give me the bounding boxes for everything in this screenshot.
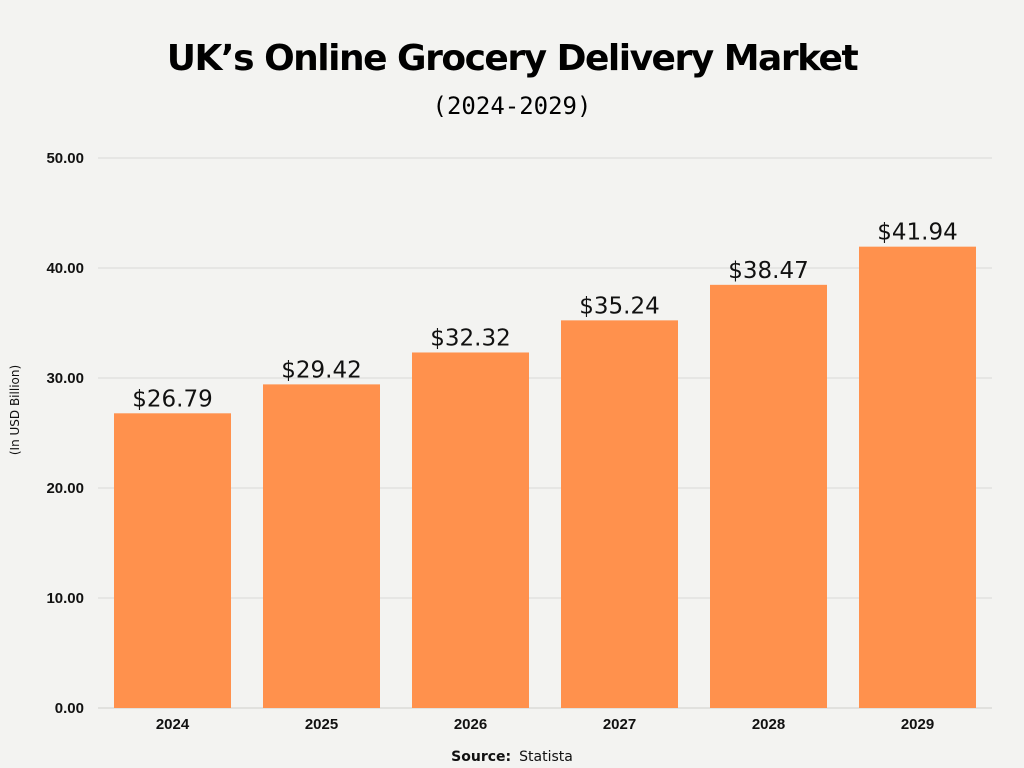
- value-label: $35.24: [579, 293, 659, 319]
- x-axis-ticks: 2024 2025 2026 2027 2028 2029: [156, 716, 934, 733]
- source-note: Source: Statista: [451, 748, 573, 765]
- bar-2028: [710, 284, 827, 708]
- x-tick-label: 2029: [901, 716, 934, 733]
- value-label: $26.79: [132, 386, 212, 412]
- y-tick-label: 40.00: [46, 260, 84, 277]
- y-tick-label: 10.00: [46, 590, 84, 607]
- x-tick-label: 2025: [305, 716, 338, 733]
- y-tick-label: 50.00: [46, 150, 84, 167]
- source-text: Statista: [519, 749, 573, 765]
- chart-title: UK’s Online Grocery Delivery Market: [167, 38, 859, 79]
- gridlines: [98, 157, 992, 709]
- bar-2025: [263, 384, 380, 708]
- x-tick-label: 2027: [603, 716, 636, 733]
- y-tick-label: 0.00: [55, 700, 84, 717]
- value-label: $29.42: [281, 357, 361, 383]
- value-label: $32.32: [430, 325, 510, 351]
- bar-2029: [859, 246, 976, 708]
- value-label: $41.94: [877, 220, 957, 246]
- x-tick-label: 2024: [156, 716, 190, 733]
- value-label: $38.47: [728, 258, 808, 284]
- y-axis-label: (In USD Billion): [8, 365, 22, 455]
- x-tick-label: 2026: [454, 716, 487, 733]
- bar-2026: [412, 352, 529, 708]
- x-tick-label: 2028: [752, 716, 785, 733]
- y-axis-ticks: 0.00 10.00 20.00 30.00 40.00 50.00: [46, 150, 84, 717]
- value-labels: $26.79 $29.42 $32.32 $35.24 $38.47 $41.94: [132, 220, 957, 413]
- chart-subtitle: (2024-2029): [433, 92, 592, 120]
- y-tick-label: 30.00: [46, 370, 84, 387]
- bar-2024: [114, 413, 231, 708]
- y-tick-label: 20.00: [46, 480, 84, 497]
- bars: [114, 246, 976, 708]
- bar-2027: [561, 320, 678, 708]
- source-label: Source:: [451, 749, 511, 765]
